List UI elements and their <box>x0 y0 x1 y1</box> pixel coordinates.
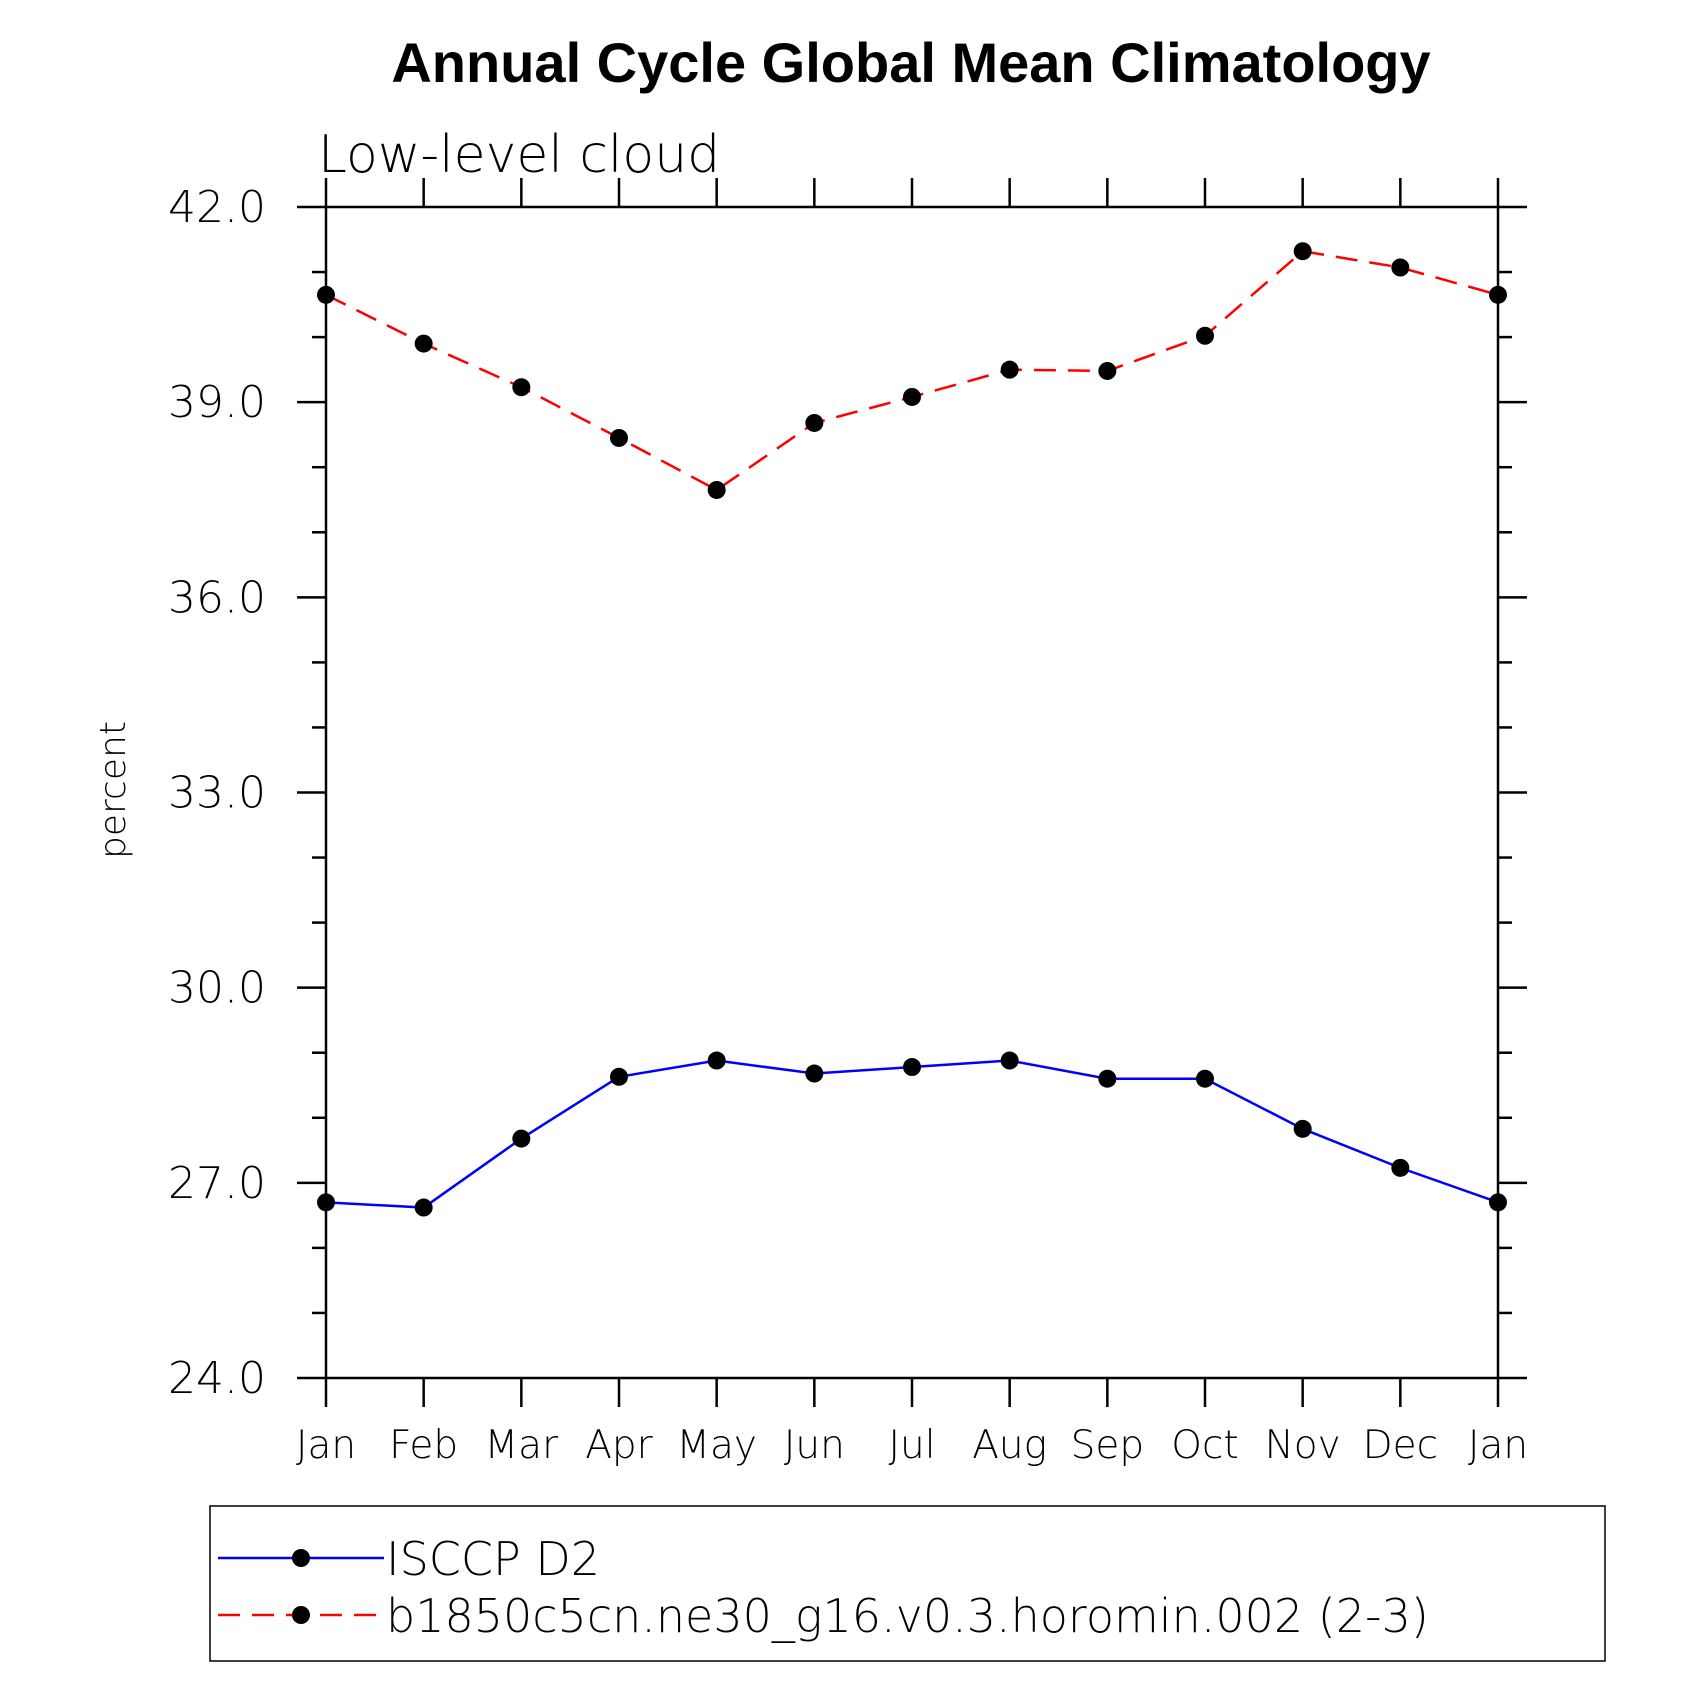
axes: Jan Feb Mar Apr May Jun Jul Aug Sep Oct Nov Dec Jan 2… <box>168 178 1528 1468</box>
data-point <box>1098 361 1117 380</box>
y-tick-label: 27.0 <box>168 1158 266 1209</box>
x-tick-label: Apr <box>585 1423 652 1468</box>
x-tick-label: Feb <box>389 1423 458 1468</box>
legend-label-0: ISCCP D2 <box>386 1532 600 1586</box>
data-point <box>1391 258 1410 277</box>
data-point <box>1196 326 1214 345</box>
data-point <box>1000 360 1019 379</box>
data-point <box>805 1064 824 1083</box>
data-point <box>1293 242 1312 261</box>
x-tick-label: May <box>676 1423 757 1468</box>
chart-title: Annual Cycle Global Mean Climatology <box>391 31 1430 94</box>
legend-label-1: b1850c5cn.ne30_g16.v0.3.horomin.002 (2-3… <box>386 1589 1429 1643</box>
data-point <box>414 334 433 353</box>
x-tick-label: Dec <box>1363 1423 1438 1468</box>
legend-marker-0 <box>292 1549 310 1567</box>
series-layer <box>317 242 1507 1217</box>
data-point <box>512 378 531 397</box>
legend-marker-1 <box>292 1606 310 1624</box>
y-tick-label: 33.0 <box>168 768 266 819</box>
data-point <box>610 1067 628 1086</box>
y-tick-label: 42.0 <box>168 182 266 233</box>
chart-subtitle: Low-level cloud <box>318 125 720 185</box>
x-tick-label: Sep <box>1071 1423 1145 1468</box>
data-point <box>317 1193 335 1212</box>
x-tick-label: Oct <box>1171 1423 1238 1468</box>
y-tick-label: 30.0 <box>168 963 266 1014</box>
data-point <box>1293 1119 1312 1138</box>
series-line-1 <box>325 249 1499 492</box>
y-tick-label: 24.0 <box>168 1353 266 1404</box>
plot-frame <box>324 205 1500 1380</box>
data-point <box>805 413 824 432</box>
data-point <box>414 1198 433 1217</box>
data-point <box>707 480 726 499</box>
legend: ISCCP D2b1850c5cn.ne30_g16.v0.3.horomin.… <box>218 1532 1429 1643</box>
x-tick-label: Aug <box>972 1423 1047 1468</box>
x-tick-label: Jan <box>296 1423 356 1468</box>
data-point <box>707 1051 726 1070</box>
data-point <box>1489 285 1507 304</box>
legend-box <box>209 1505 1606 1662</box>
x-tick-label: Nov <box>1265 1423 1341 1468</box>
data-point <box>512 1129 531 1148</box>
data-point <box>903 387 921 406</box>
data-point <box>1489 1193 1507 1212</box>
data-point <box>610 428 628 447</box>
x-tick-label: Jan <box>1468 1423 1528 1468</box>
y-tick-label: 36.0 <box>168 572 266 623</box>
x-tick-label: Jul <box>888 1423 935 1468</box>
data-point <box>317 285 335 304</box>
x-tick-label: Mar <box>485 1423 559 1468</box>
y-tick-label: 39.0 <box>168 377 266 428</box>
series-line-0 <box>325 1059 1499 1209</box>
data-point <box>1391 1158 1410 1177</box>
data-point <box>1196 1069 1214 1088</box>
x-tick-label: Jun <box>784 1423 845 1468</box>
data-point <box>1098 1069 1117 1088</box>
data-point <box>903 1058 921 1077</box>
data-point <box>1000 1051 1019 1070</box>
y-axis-label: percent <box>93 721 134 859</box>
